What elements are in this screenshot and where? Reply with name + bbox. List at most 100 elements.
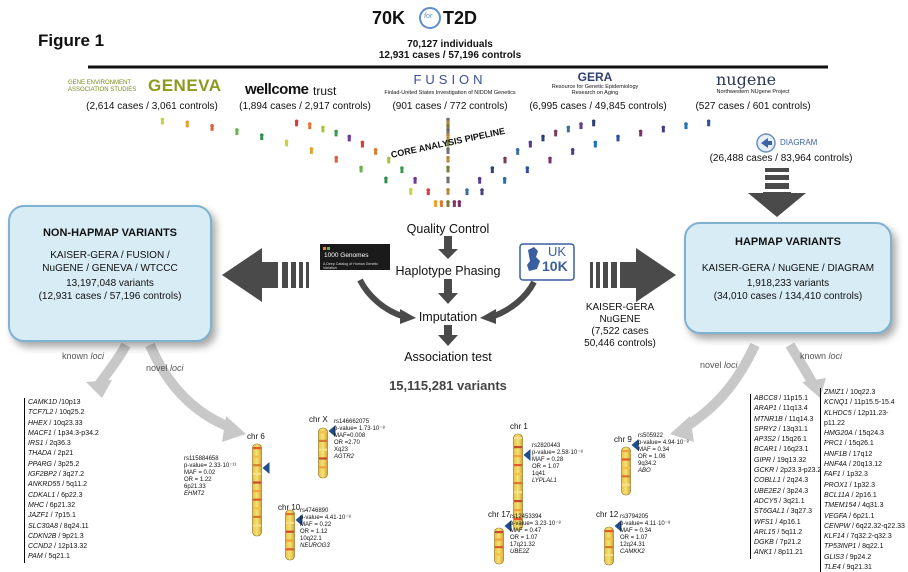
- sample-marker: [503, 156, 507, 164]
- chromosome-band: [622, 458, 630, 461]
- gene-row: JAZF1 / 7p15.1: [28, 511, 99, 521]
- consortium-individuals: 70,127 individuals: [407, 39, 493, 50]
- gene-row: AP3S2 / 15q26.1: [754, 435, 821, 445]
- gene-name: KCNQ1: [824, 399, 849, 407]
- gene-name: CENPW: [824, 522, 851, 530]
- gene-row: KLF14 / 7q32.2-q32.3: [824, 532, 908, 542]
- locus-marker: [614, 520, 622, 532]
- kaiser-line1: KAISER-GERA: [585, 302, 655, 313]
- sample-marker: [480, 188, 484, 196]
- locus-band: 10q22.1: [300, 536, 322, 542]
- arrow-to-non-hapmap: [222, 248, 278, 302]
- gene-locus: / 1p32.3: [840, 471, 868, 479]
- chromosome-band: [253, 481, 261, 484]
- locus-rs: rs115884658: [184, 456, 219, 462]
- gene-row: TP53INP1 / 8q22.1: [824, 542, 908, 552]
- gene-row: ANK1 / 8p11.21: [754, 548, 821, 558]
- gera-counts: (6,995 cases / 49,845 controls): [529, 101, 667, 112]
- gene-name: HNF4A: [824, 461, 847, 469]
- chromosome-band: [605, 538, 613, 541]
- sample-marker: [465, 188, 469, 196]
- gene-locus: / 19q13.32: [771, 456, 807, 464]
- gene-name: HMG20A: [824, 430, 853, 438]
- known-loci-left: known loci: [62, 351, 105, 361]
- chromosome-band: [605, 530, 613, 533]
- locus-gene: NEUROG3: [300, 543, 330, 549]
- gene-row: HNF1B / 17q12: [824, 450, 908, 460]
- locus-pv: p-value= 4.11·10⁻⁸: [620, 521, 671, 527]
- gene-row: GIPR / 19q13.32: [754, 456, 821, 466]
- gene-name: SLC30A8: [28, 522, 58, 530]
- locus-pv: p-value= 2.58·10⁻⁸: [532, 450, 583, 456]
- locus-or: OR = 1.06: [638, 454, 666, 460]
- stripe: [291, 262, 296, 288]
- chromosome-label: chr 12: [596, 510, 619, 519]
- gene-row: ST6GAL1 / 3q27.3: [754, 507, 821, 517]
- locus-gene: UBE2Z: [510, 549, 530, 555]
- chromosome-band: [514, 509, 522, 512]
- gene-locus: / 15q26.1: [775, 436, 807, 444]
- gene-name: TCF7L2: [28, 409, 54, 417]
- gene-locus: / 10q22.3: [844, 389, 876, 396]
- gene-name: VEGFA: [824, 512, 848, 520]
- sample-marker: [210, 123, 214, 131]
- gene-name: KLHDC5: [824, 409, 852, 417]
- sample-marker: [446, 155, 450, 163]
- chromosome-band: [319, 448, 327, 451]
- chromosome: [318, 427, 328, 479]
- chromosome: [621, 446, 631, 496]
- chromosome-label: chr 1: [510, 422, 528, 431]
- locus-pv: p-value= 1.73·10⁻⁸: [334, 426, 385, 432]
- chromosome-band: [319, 431, 327, 434]
- locus-rs: rs4746890: [300, 508, 329, 514]
- sample-marker: [566, 125, 571, 133]
- gera-subtitle: Resource for Genetic Epidemiology Resear…: [551, 84, 639, 96]
- gene-name: AP3S2: [754, 436, 776, 444]
- gene-name: JAZF1: [28, 512, 49, 520]
- locus-pv: p-value= 4.41·10⁻⁸: [300, 515, 351, 521]
- locus-or: OR = 1.07: [620, 535, 648, 541]
- stripe: [590, 262, 593, 288]
- sample-marker: [384, 176, 388, 184]
- chromosome-band: [622, 466, 630, 469]
- arrow-novel-right: [681, 342, 760, 433]
- gene-locus: / 15q24.3: [852, 430, 884, 438]
- locus-marker: [295, 514, 303, 526]
- kaiser-line3: (7,522 cases: [591, 326, 649, 337]
- sample-marker: [452, 200, 457, 207]
- sample-marker: [235, 128, 239, 135]
- gene-name: HHEX: [28, 419, 48, 427]
- gene-locus: /10p13: [57, 399, 81, 406]
- consortium-logo-text: for: [424, 13, 433, 20]
- gene-name: ABCC8: [754, 395, 778, 402]
- gene-row: COBLL1 / 2q24.3: [754, 476, 821, 486]
- sample-marker: [446, 147, 450, 154]
- locus-rs: rs146662075: [334, 419, 370, 425]
- sample-marker: [515, 148, 520, 155]
- gene-locus: / 5q21.1: [42, 553, 70, 561]
- gene-locus: / 8p11.21: [772, 549, 803, 557]
- sample-marker: [593, 140, 598, 148]
- gene-name: MHC: [28, 501, 44, 509]
- gene-locus: / 3p25.2: [52, 460, 80, 468]
- gene-name: UBE2E2: [754, 487, 781, 495]
- gene-row: CENPW / 6q22.32-q22.33: [824, 522, 908, 532]
- gene-name: CDKN2B: [28, 532, 57, 540]
- locus-or: OR = 1.22: [184, 477, 212, 483]
- sample-marker: [548, 156, 552, 164]
- gene-row: FAF1 / 1p32.3: [824, 470, 908, 480]
- arrow-uk10k: [492, 280, 537, 319]
- locus-gene: EHMT2: [184, 491, 205, 497]
- locus-annotation: rs115884658 p-value= 2.33·10⁻¹¹ MAF = 0.02…: [184, 456, 236, 498]
- chromosome-band: [514, 500, 522, 503]
- chromosome-band: [514, 455, 522, 458]
- locus-maf: MAF = 0.47: [510, 528, 542, 534]
- gene-name: IGF2BP2: [28, 471, 57, 479]
- hapmap-line1: KAISER-GERA / NuGENE / DIAGRAM: [701, 263, 875, 274]
- arrow-to-hapmap: [620, 248, 676, 302]
- gene-name: ARAP1: [754, 405, 777, 413]
- sample-marker: [413, 176, 417, 184]
- gene-locus: / 9p21.3: [56, 532, 84, 540]
- locus-marker: [262, 462, 270, 474]
- gene-name: CCND2: [28, 543, 53, 551]
